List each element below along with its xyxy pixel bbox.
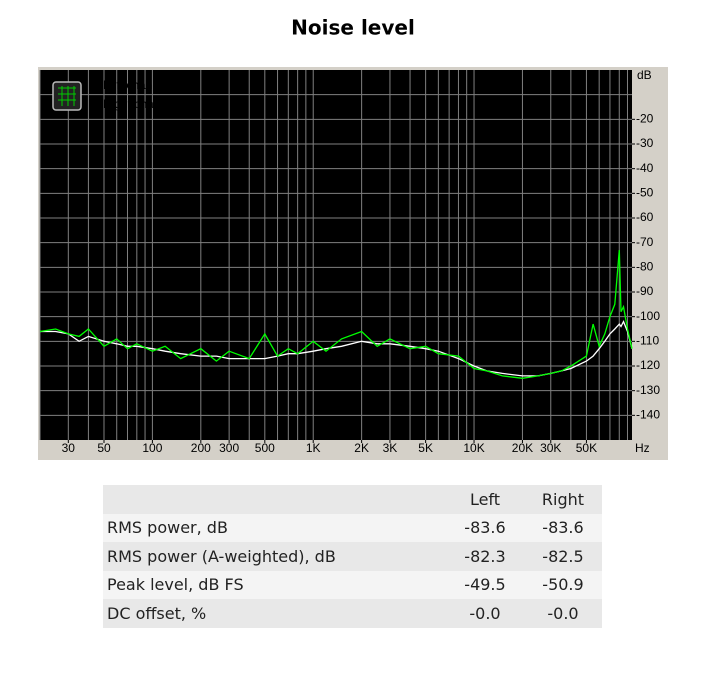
legend-label: Left channel [103,78,168,92]
row-label: DC offset, % [107,603,207,623]
x-tick-label: 10K [463,441,484,455]
y-tick-label: -80 [636,260,654,274]
table-value: -0.0 [469,603,501,623]
x-tick-label: 50 [97,441,111,455]
column-header: Right [541,489,585,509]
table-value: -49.5 [464,575,506,595]
table-row: DC offset, % -0.0 -0.0 [103,599,602,628]
x-tick-label: 1K [306,441,321,455]
grid [39,70,632,440]
x-tick-label: 2K [354,441,369,455]
y-tick-label: -100 [636,309,660,323]
legend: Left channel Right channel [52,78,176,111]
y-tick-label: -140 [636,408,660,422]
lines [39,250,633,379]
y-tick-label: -60 [636,210,654,224]
y-tick-label: -30 [636,136,654,150]
row-label: RMS power, dB [107,518,228,538]
row-label: Peak level, dB FS [107,575,244,595]
y-axis-unit: dB [637,68,652,82]
column-header: Left [469,489,501,509]
table-value: -82.3 [464,546,506,566]
plot-area [40,70,632,440]
table-value: -50.9 [542,575,584,595]
table-row: RMS power (A-weighted), dB -82.3 -82.5 [103,542,602,571]
chart-title: Noise level [291,16,415,40]
y-tick-label: -90 [636,284,654,298]
y-tick-label: -70 [636,235,654,249]
row-label: RMS power (A-weighted), dB [107,546,336,566]
x-tick-label: 100 [142,441,162,455]
table-row: RMS power, dB -83.6 -83.6 [103,513,602,542]
table-row: Peak level, dB FS -49.5 -50.9 [103,570,602,599]
table-value: -83.6 [542,518,584,538]
x-axis-unit: Hz [635,441,650,455]
legend-icon-grid [58,86,76,106]
x-tick-label: 30K [540,441,561,455]
y-tick-label: -20 [636,112,654,126]
series-line [39,250,633,379]
y-tick-label: -120 [636,358,660,372]
legend-label: Right channel [103,97,176,111]
table-value: -0.0 [547,603,579,623]
y-tick-label: -110 [636,334,659,348]
y-tick-label: -130 [636,383,660,397]
x-tick-label: 3K [383,441,398,455]
results-table: Left Right RMS power, dB -83.6 -83.6 RMS po… [103,485,602,628]
table-value: -82.5 [542,546,584,566]
table-header: Left Right [103,485,602,514]
table-value: -83.6 [464,518,506,538]
x-tick-label: 300 [219,441,239,455]
x-tick-label: 50K [576,441,597,455]
x-tick-label: 500 [255,441,275,455]
x-tick-label: 5K [418,441,433,455]
legend-icon [52,81,82,111]
chart: Noise level Left channel Right channel d… [38,16,668,460]
x-tick-label: 200 [191,441,211,455]
series-line [40,320,633,377]
y-tick-label: -40 [636,161,654,175]
x-tick-label: 20K [512,441,533,455]
y-tick-label: -50 [636,186,654,200]
x-tick-label: 30 [62,441,76,455]
